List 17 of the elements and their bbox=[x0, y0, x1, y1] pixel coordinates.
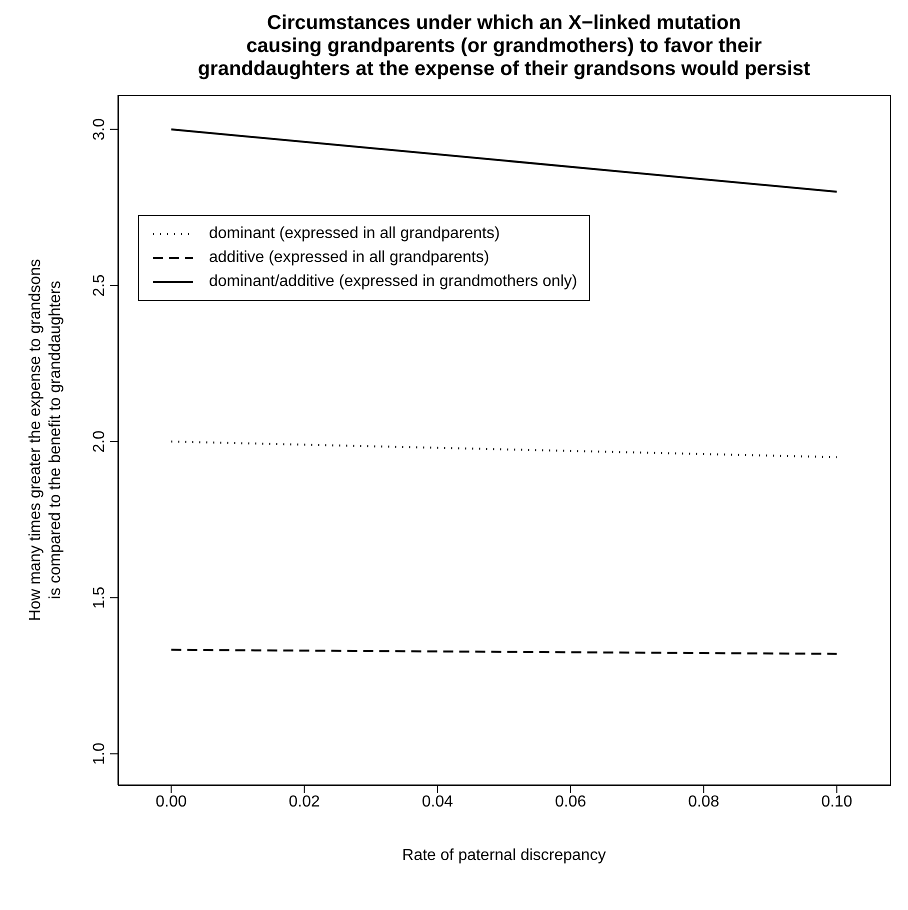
x-axis-title: Rate of paternal discrepancy bbox=[402, 847, 606, 864]
y-axis-title: How many times greater the expense to grandsons is compared to the benefit to granddaughters bbox=[27, 259, 64, 621]
legend-label: additive (expressed in all grandparents) bbox=[209, 249, 490, 267]
y-tick-label: 1.0 bbox=[91, 742, 108, 765]
x-tick-label: 0.02 bbox=[288, 793, 320, 810]
x-tick-label: 0.10 bbox=[821, 793, 852, 810]
x-tick-label: 0.04 bbox=[422, 793, 454, 810]
y-tick-label: 2.0 bbox=[91, 430, 108, 453]
y-tick-label: 2.5 bbox=[91, 274, 108, 297]
legend-label: dominant (expressed in all grandparents) bbox=[209, 225, 500, 243]
y-tick-label: 3.0 bbox=[91, 118, 108, 140]
x-tick-label: 0.08 bbox=[688, 793, 720, 810]
y-tick-label: 1.5 bbox=[91, 586, 108, 609]
x-tick-label: 0.00 bbox=[156, 793, 187, 810]
chart-title: Circumstances under which an X−linked mutation causing grandparents (or grandmothers) to favor their granddaughters at the expense of their grandsons would persist bbox=[196, 11, 812, 82]
legend-label: dominant/additive (expressed in grandmothers only) bbox=[209, 273, 578, 291]
x-tick-label: 0.06 bbox=[554, 793, 586, 810]
